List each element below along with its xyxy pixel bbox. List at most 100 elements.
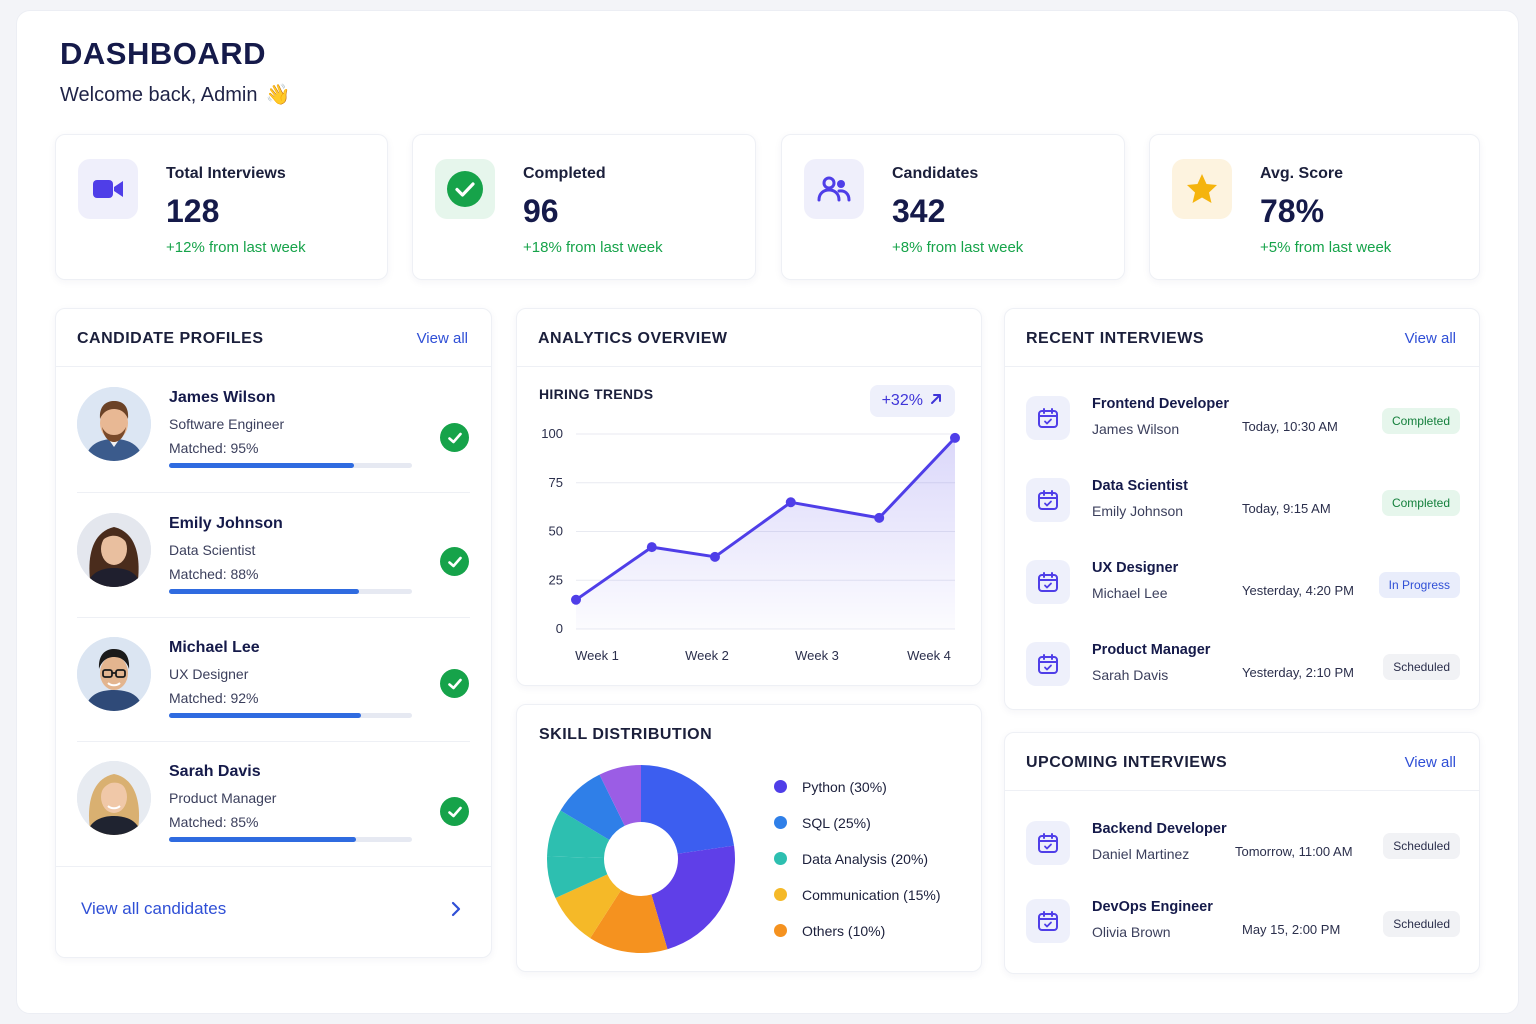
trend-area xyxy=(576,437,955,629)
interview-row[interactable]: Frontend Developer James Wilson Today, 10:… xyxy=(1005,372,1481,454)
candidate-match: Matched: 88% xyxy=(169,566,259,582)
interview-row[interactable]: Product Manager Sarah Davis Yesterday, 2:1… xyxy=(1005,618,1481,700)
stat-value: 128 xyxy=(166,193,220,229)
legend-swatch xyxy=(774,816,787,829)
calendar-icon xyxy=(1026,478,1070,522)
upcoming-interviews-panel: UPCOMING INTERVIEWS View all Backend Dev… xyxy=(1004,732,1480,974)
avatar xyxy=(77,637,151,711)
calendar-icon xyxy=(1026,899,1070,943)
stat-delta: +18% from last week xyxy=(523,239,663,256)
star-icon xyxy=(1172,159,1232,219)
candidate-name: Emily Johnson xyxy=(169,515,283,532)
data-point xyxy=(571,594,581,605)
avatar xyxy=(77,387,151,461)
stat-card-total-interviews[interactable]: Total Interviews 128 +12% from last week xyxy=(55,134,388,280)
stat-value: 342 xyxy=(892,193,946,229)
analytics-overview-panel: ANALYTICS OVERVIEW HIRING TRENDS +32% 0 2… xyxy=(516,308,982,686)
panel-header: UPCOMING INTERVIEWS View all xyxy=(1005,733,1479,791)
donut-slice xyxy=(641,765,735,854)
candidate-row[interactable]: Sarah Davis Product Manager Matched: 85% xyxy=(56,741,493,865)
interview-time: Tomorrow, 11:00 AM xyxy=(1235,844,1353,859)
data-point xyxy=(646,542,657,553)
view-all-link[interactable]: View all xyxy=(1404,754,1456,771)
stat-delta: +12% from last week xyxy=(166,239,306,256)
welcome-message: Welcome back, Admin 👋 xyxy=(60,82,290,107)
verified-check-icon xyxy=(440,669,469,698)
chevron-right-icon xyxy=(451,901,461,922)
interview-candidate: Olivia Brown xyxy=(1092,924,1171,940)
users-icon xyxy=(804,159,864,219)
candidate-role: Product Manager xyxy=(169,790,277,806)
interview-row[interactable]: Backend Developer Daniel Martinez Tomorrow… xyxy=(1005,797,1481,879)
interview-candidate: Daniel Martinez xyxy=(1092,846,1190,862)
stat-card-candidates[interactable]: Candidates 342 +8% from last week xyxy=(781,134,1125,280)
stat-value: 96 xyxy=(523,193,559,229)
divider xyxy=(77,617,470,618)
stat-card-avg-score[interactable]: Avg. Score 78% +5% from last week xyxy=(1149,134,1480,280)
candidate-role: Data Scientist xyxy=(169,542,256,558)
waving-hand-icon: 👋 xyxy=(265,84,291,106)
view-all-candidates-link[interactable]: View all candidates xyxy=(56,867,491,957)
candidate-row[interactable]: Emily Johnson Data Scientist Matched: 88… xyxy=(56,493,493,617)
legend-label: Others (10%) xyxy=(802,923,886,939)
match-progress-bar xyxy=(169,713,412,718)
interview-time: Today, 10:30 AM xyxy=(1242,419,1338,434)
data-point xyxy=(709,551,720,562)
hiring-trends-chart: 0 25 50 75 100 Week 1 Week 2 Week 3 Week 4 xyxy=(541,426,960,663)
interview-time: May 15, 2:00 PM xyxy=(1242,922,1341,937)
status-badge: Completed xyxy=(1381,408,1460,434)
interview-title: DevOps Engineer xyxy=(1092,899,1213,915)
legend-label: Data Analysis (20%) xyxy=(802,851,929,867)
interview-row[interactable]: UX Designer Michael Lee Yesterday, 4:20 PM… xyxy=(1005,536,1481,618)
interview-title: Backend Developer xyxy=(1092,821,1227,837)
stat-label: Total Interviews xyxy=(166,165,286,182)
verified-check-icon xyxy=(440,797,469,826)
interview-time: Today, 9:15 AM xyxy=(1242,501,1331,516)
welcome-text: Welcome back, Admin xyxy=(60,84,258,106)
view-all-link[interactable]: View all xyxy=(1404,330,1456,347)
candidate-match: Matched: 85% xyxy=(169,814,259,830)
legend-item: Communication (15%) xyxy=(774,887,941,903)
legend-label: Communication (15%) xyxy=(802,887,941,903)
panel-header: CANDIDATE PROFILES View all xyxy=(56,309,491,367)
stat-label: Candidates xyxy=(892,165,979,182)
x-tick-label: Week 3 xyxy=(795,648,839,663)
legend-swatch xyxy=(774,780,787,793)
candidate-match: Matched: 95% xyxy=(169,440,259,456)
match-progress-fill xyxy=(169,713,361,718)
interview-time: Yesterday, 4:20 PM xyxy=(1242,583,1355,598)
avatar xyxy=(77,761,151,835)
stat-card-completed[interactable]: Completed 96 +18% from last week xyxy=(412,134,756,280)
y-tick-label: 50 xyxy=(549,524,563,539)
candidate-profiles-panel: CANDIDATE PROFILES View all James Wilson… xyxy=(55,308,492,958)
growth-badge: +32% xyxy=(870,385,955,417)
interview-candidate: Michael Lee xyxy=(1092,585,1168,601)
chart-subtitle: HIRING TRENDS xyxy=(539,386,654,402)
skill-distribution-panel: SKILL DISTRIBUTION Python (30%) SQL (25%… xyxy=(516,704,982,972)
calendar-icon xyxy=(1026,642,1070,686)
interview-title: UX Designer xyxy=(1092,560,1179,576)
interview-time: Yesterday, 2:10 PM xyxy=(1242,665,1355,680)
candidate-row[interactable]: James Wilson Software Engineer Matched: … xyxy=(56,367,493,491)
candidate-name: Michael Lee xyxy=(169,639,260,656)
stat-label: Completed xyxy=(523,165,606,182)
match-progress-fill xyxy=(169,589,359,594)
candidate-row[interactable]: Michael Lee UX Designer Matched: 92% xyxy=(56,617,493,741)
data-point xyxy=(950,432,960,443)
panel-title: CANDIDATE PROFILES xyxy=(77,330,264,347)
panel-title: RECENT INTERVIEWS xyxy=(1026,330,1204,347)
legend-label: SQL (25%) xyxy=(802,815,871,831)
donut-slice xyxy=(555,874,621,939)
donut-slice xyxy=(599,765,641,826)
interview-candidate: Emily Johnson xyxy=(1092,503,1184,519)
legend-item: SQL (25%) xyxy=(774,815,871,831)
candidate-name: Sarah Davis xyxy=(169,763,261,780)
interview-row[interactable]: Data Scientist Emily Johnson Today, 9:15 A… xyxy=(1005,454,1481,536)
candidate-match: Matched: 92% xyxy=(169,690,259,706)
stat-delta: +8% from last week xyxy=(892,239,1024,256)
legend-item: Data Analysis (20%) xyxy=(774,851,928,867)
view-all-link[interactable]: View all xyxy=(416,330,468,347)
interview-row[interactable]: DevOps Engineer Olivia Brown May 15, 2:00 … xyxy=(1005,875,1481,957)
calendar-icon xyxy=(1026,396,1070,440)
verified-check-icon xyxy=(440,547,469,576)
